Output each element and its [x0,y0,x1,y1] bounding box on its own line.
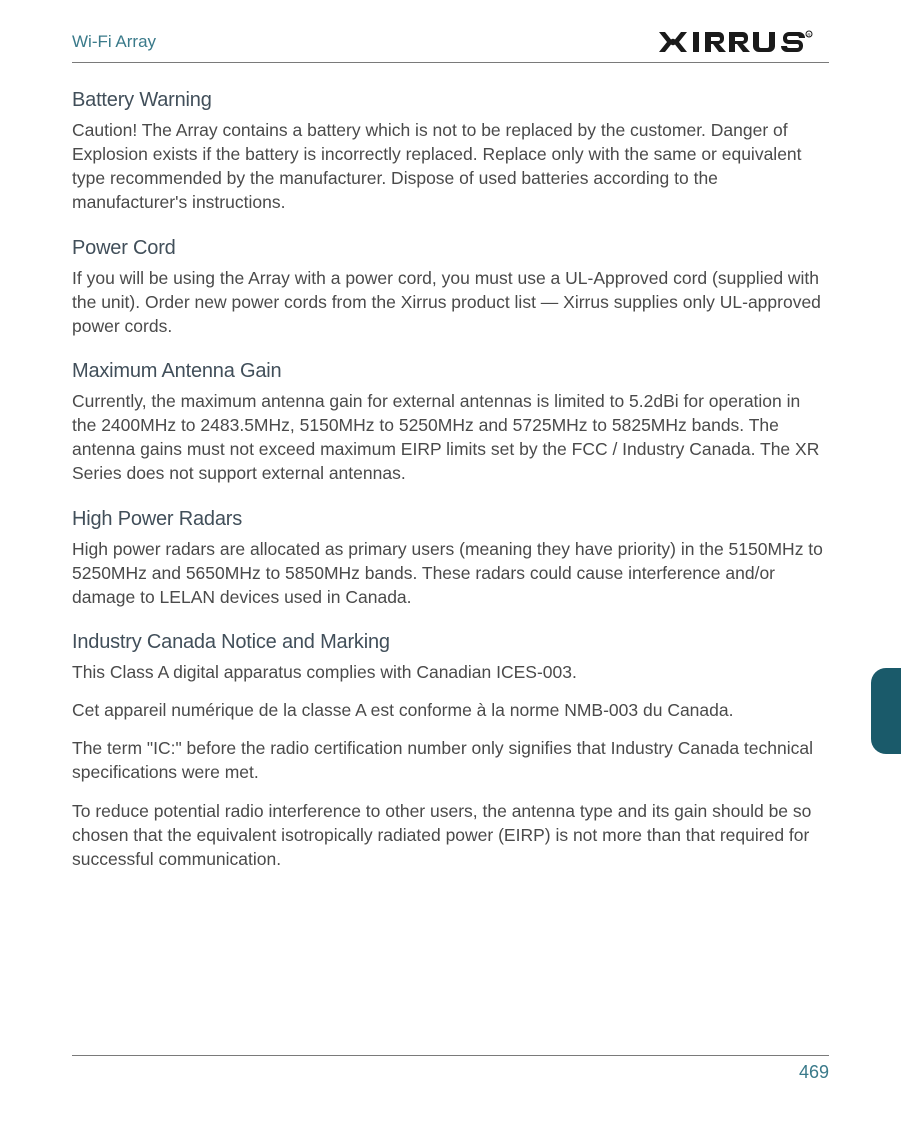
heading-power-cord: Power Cord [72,237,829,260]
page-number: 469 [799,1062,829,1082]
heading-industry-canada: Industry Canada Notice and Marking [72,631,829,654]
xirrus-logo-icon: R [659,28,829,56]
header-title: Wi-Fi Array [72,32,156,52]
page-footer: 469 [72,1055,829,1083]
body-battery-warning: Caution! The Array contains a battery wh… [72,118,829,215]
body-power-cord: If you will be using the Array with a po… [72,266,829,338]
heading-max-antenna-gain: Maximum Antenna Gain [72,360,829,383]
xirrus-logo: R [659,28,829,56]
heading-battery-warning: Battery Warning [72,89,829,112]
side-tab [871,668,901,754]
body-high-power-radars: High power radars are allocated as prima… [72,537,829,609]
body-max-antenna-gain: Currently, the maximum antenna gain for … [72,389,829,486]
page-header: Wi-Fi Array R [72,28,829,63]
body-industry-canada-p3: The term "IC:" before the radio certific… [72,736,829,784]
page-container: Wi-Fi Array R Battery Warning Caution! T… [0,0,901,1133]
body-industry-canada-p1: This Class A digital apparatus complies … [72,660,829,684]
body-industry-canada-p4: To reduce potential radio interference t… [72,799,829,871]
body-industry-canada-p2: Cet appareil numérique de la classe A es… [72,698,829,722]
heading-high-power-radars: High Power Radars [72,508,829,531]
